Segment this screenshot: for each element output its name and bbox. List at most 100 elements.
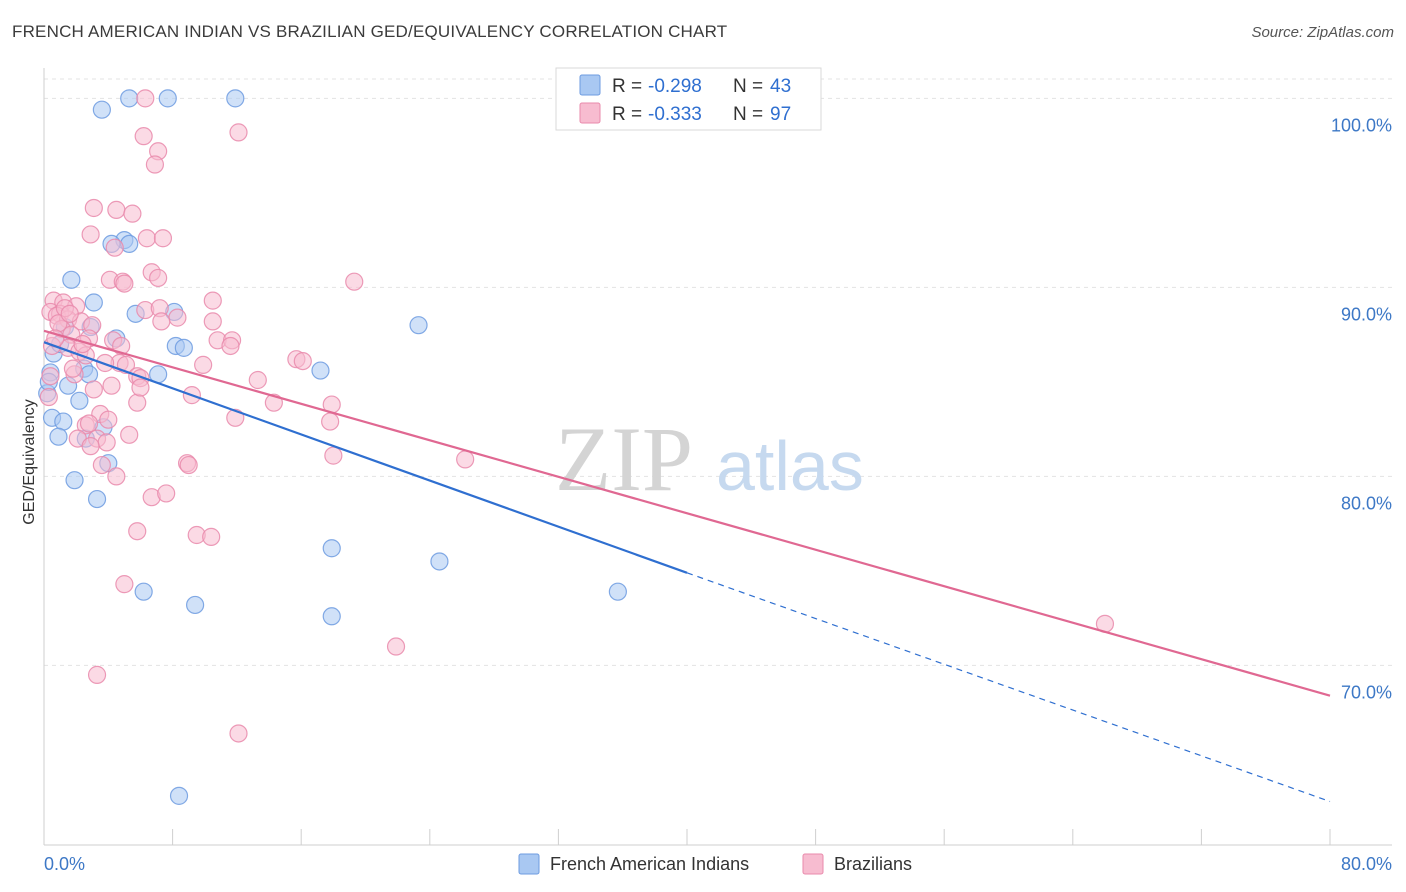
point-brazilians xyxy=(84,198,103,218)
point-french-american-indians xyxy=(54,412,73,431)
legend-n-label: N = xyxy=(733,104,763,125)
point-french-american-indians xyxy=(186,595,205,615)
point-brazilians xyxy=(41,367,60,386)
legend-swatch-brazilians xyxy=(579,102,601,124)
watermark-atlas: atlas xyxy=(716,427,864,505)
point-brazilians xyxy=(149,268,168,288)
watermark-zip: ZIP xyxy=(555,408,693,510)
gridlines xyxy=(44,78,1392,666)
point-brazilians xyxy=(152,312,171,331)
watermark: ZIP atlas xyxy=(555,408,864,510)
x-tick-label: 0.0% xyxy=(44,854,85,874)
point-french-american-indians xyxy=(62,270,81,289)
chart-title: FRENCH AMERICAN INDIAN VS BRAZILIAN GED/… xyxy=(12,22,728,41)
point-brazilians xyxy=(79,414,99,433)
point-brazilians xyxy=(107,200,126,219)
point-brazilians xyxy=(386,637,406,656)
point-french-american-indians xyxy=(430,552,449,571)
point-brazilians xyxy=(102,376,121,395)
point-brazilians xyxy=(81,437,100,456)
legend-n-value: 43 xyxy=(770,76,791,97)
point-brazilians xyxy=(226,408,245,427)
point-brazilians xyxy=(293,351,312,371)
bottom-legend-label: French American Indians xyxy=(550,854,749,874)
legend-swatch-french-american-indians xyxy=(579,74,601,96)
point-brazilians xyxy=(60,304,79,323)
point-french-american-indians xyxy=(65,471,84,490)
legend-r-label: R = xyxy=(612,76,642,97)
y-tick-labels: 70.0% 80.0% 90.0% 100.0% xyxy=(1331,115,1392,702)
y-tick-label: 80.0% xyxy=(1341,493,1392,513)
point-brazilians xyxy=(168,308,187,327)
x-tick-label: 80.0% xyxy=(1341,854,1392,874)
legend-box: R = -0.298 N = 43 R = -0.333 N = 97 xyxy=(555,67,822,131)
point-brazilians xyxy=(203,291,222,310)
trend-line-extension-french-american-indians xyxy=(686,572,1331,803)
point-brazilians xyxy=(229,724,248,743)
point-french-american-indians xyxy=(311,361,330,380)
point-brazilians xyxy=(134,127,153,146)
point-brazilians xyxy=(153,229,173,248)
point-brazilians xyxy=(248,370,267,390)
point-brazilians xyxy=(107,467,126,486)
point-brazilians xyxy=(115,274,134,293)
point-brazilians xyxy=(128,393,147,412)
point-french-american-indians xyxy=(169,786,189,805)
point-french-american-indians xyxy=(87,489,107,509)
point-brazilians xyxy=(229,123,248,142)
legend-r-label: R = xyxy=(612,104,642,125)
axes xyxy=(43,68,1392,846)
point-french-american-indians xyxy=(409,316,428,335)
point-french-american-indians xyxy=(49,427,68,446)
legend-n-label: N = xyxy=(733,76,763,97)
bottom-legend-swatch-brazilians xyxy=(802,853,824,875)
point-brazilians xyxy=(145,155,165,174)
point-brazilians xyxy=(202,527,221,546)
legend-n-value: 97 xyxy=(770,104,791,125)
point-brazilians xyxy=(105,238,124,257)
point-brazilians xyxy=(123,204,142,223)
point-brazilians xyxy=(92,455,111,475)
point-french-american-indians xyxy=(322,607,341,626)
y-tick-label: 70.0% xyxy=(1341,682,1392,702)
y-tick-label: 100.0% xyxy=(1331,115,1392,135)
y-axis-title: GED/Equivalency xyxy=(21,399,38,524)
point-brazilians xyxy=(203,312,222,331)
point-brazilians xyxy=(99,410,118,429)
bottom-legend-swatch-french-american-indians xyxy=(518,853,540,875)
point-brazilians xyxy=(120,425,139,444)
legend-r-value: -0.333 xyxy=(648,104,702,125)
point-french-american-indians xyxy=(84,293,103,312)
point-french-american-indians xyxy=(322,539,341,558)
source-label: Source: ZipAtlas.com xyxy=(1251,24,1394,41)
point-french-american-indians xyxy=(120,89,139,108)
point-brazilians xyxy=(115,575,134,594)
point-brazilians xyxy=(221,336,240,356)
bottom-legend-label: Brazilians xyxy=(834,854,912,874)
point-brazilians xyxy=(324,446,343,465)
point-french-american-indians xyxy=(92,100,111,119)
trend-line-brazilians xyxy=(43,329,1331,697)
point-brazilians xyxy=(128,522,147,541)
point-brazilians xyxy=(345,272,364,291)
point-brazilians xyxy=(456,450,475,469)
point-french-american-indians xyxy=(226,89,245,108)
data-points xyxy=(38,89,1115,805)
legend-r-value: -0.298 xyxy=(648,76,702,97)
point-brazilians xyxy=(63,359,83,378)
x-tick-labels: 0.0% 80.0% xyxy=(44,854,1392,874)
trend-line-french-american-indians xyxy=(43,341,688,574)
point-brazilians xyxy=(131,378,150,397)
point-brazilians xyxy=(87,665,107,684)
point-brazilians xyxy=(39,387,58,407)
point-brazilians xyxy=(97,433,116,452)
point-french-american-indians xyxy=(608,582,627,601)
point-brazilians xyxy=(157,484,176,503)
point-brazilians xyxy=(137,229,156,248)
point-french-american-indians xyxy=(174,338,193,357)
point-brazilians xyxy=(136,89,155,108)
point-brazilians xyxy=(179,455,198,475)
y-tick-label: 90.0% xyxy=(1341,304,1392,324)
point-french-american-indians xyxy=(158,89,177,108)
